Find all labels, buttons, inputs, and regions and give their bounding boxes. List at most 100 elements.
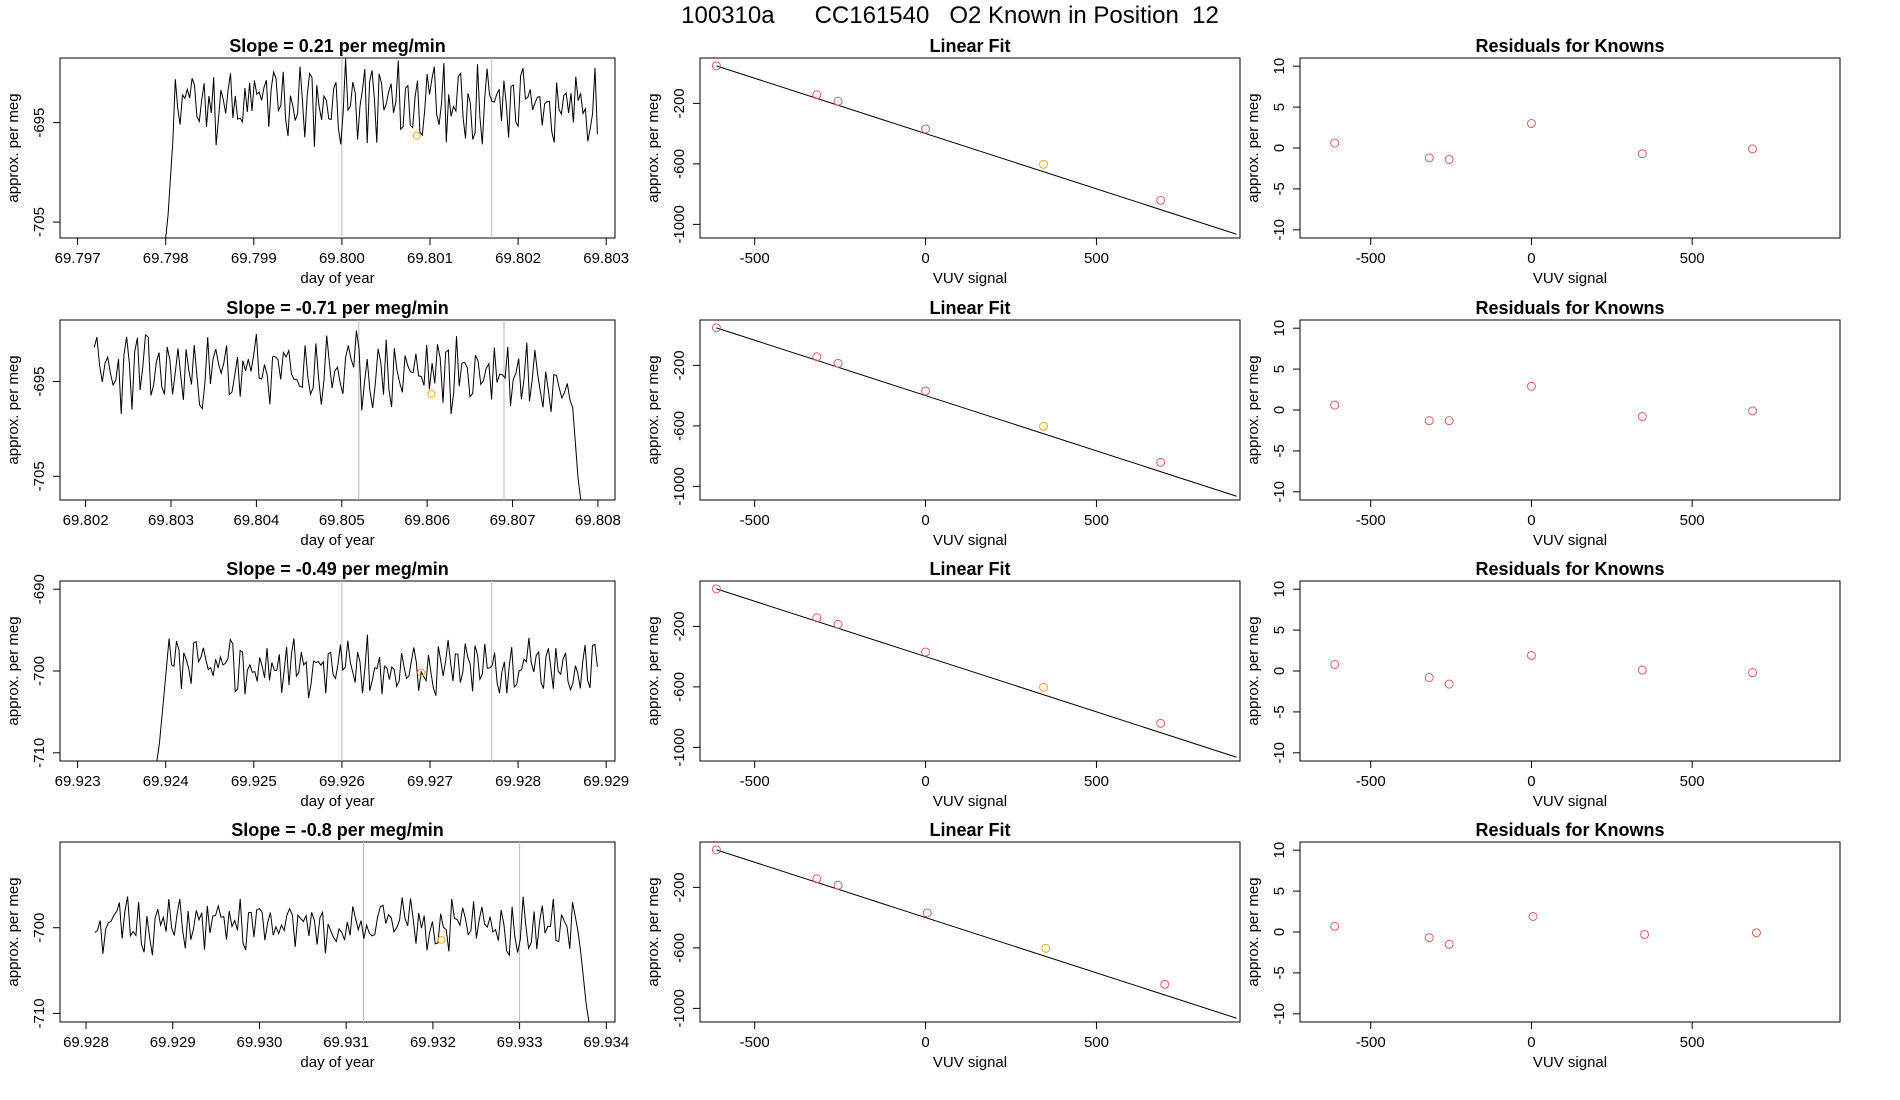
x-tick-label: 69.926 [319, 773, 365, 790]
y-tick-label: 10 [1271, 58, 1288, 75]
data-point [1526, 650, 1536, 660]
y-tick-label: 10 [1271, 581, 1288, 598]
data-point [812, 613, 822, 623]
x-tick-label: 500 [1084, 773, 1109, 790]
plot-frame [1299, 319, 1841, 501]
x-tick-label: 0 [921, 773, 929, 790]
data-point [833, 96, 843, 106]
plot-frame [699, 841, 1241, 1023]
x-tick-label: -500 [740, 512, 770, 529]
x-tick-label: 69.797 [55, 250, 101, 267]
y-tick-label: -1000 [671, 205, 688, 243]
data-point [1424, 933, 1434, 943]
plot-frame [59, 841, 616, 1023]
y-tick-label: -600 [671, 411, 688, 441]
x-tick-label: 500 [1680, 1034, 1705, 1051]
series-line [60, 58, 598, 239]
data-point [1444, 939, 1454, 949]
y-axis-label: approx. per meg [645, 616, 662, 725]
x-tick-label: -500 [1356, 1034, 1386, 1051]
x-tick-label: 69.924 [143, 773, 189, 790]
x-tick-label: 500 [1680, 512, 1705, 529]
y-tick-label: 5 [1271, 365, 1288, 373]
data-point [1424, 153, 1434, 163]
y-tick-label: 10 [1271, 320, 1288, 337]
plot-title: Slope = 0.21 per meg/min [229, 36, 446, 56]
data-point [1330, 921, 1340, 931]
plot-title: Slope = -0.8 per meg/min [231, 820, 444, 840]
plot-frame [59, 57, 616, 239]
data-point [922, 908, 932, 918]
x-axis-label: VUV signal [933, 270, 1007, 287]
data-point [1156, 195, 1166, 205]
y-tick-label: -200 [671, 350, 688, 380]
y-axis-label: approx. per meg [1245, 616, 1262, 725]
series-line [94, 896, 590, 1023]
data-point [833, 358, 843, 368]
plot-title: Slope = -0.49 per meg/min [226, 559, 449, 579]
x-axis-label: VUV signal [1533, 532, 1607, 549]
x-tick-label: 500 [1084, 1034, 1109, 1051]
plot-title: Residuals for Knowns [1475, 36, 1664, 56]
plot-title: Residuals for Knowns [1475, 559, 1664, 579]
x-tick-label: 69.933 [497, 1034, 543, 1051]
data-point [1526, 381, 1536, 391]
data-point [1637, 149, 1647, 159]
x-axis-label: VUV signal [933, 793, 1007, 810]
x-tick-label: 0 [921, 250, 929, 267]
y-tick-label: 5 [1271, 103, 1288, 111]
highlight-point [1038, 159, 1048, 169]
y-tick-label: -1000 [671, 467, 688, 505]
y-tick-label: -600 [671, 672, 688, 702]
data-point [1748, 406, 1758, 416]
y-tick-label: 0 [1271, 928, 1288, 936]
data-point [711, 584, 721, 594]
plot-title: Residuals for Knowns [1475, 820, 1664, 840]
y-tick-label: -5 [1271, 966, 1288, 979]
data-point [1748, 668, 1758, 678]
x-tick-label: 69.798 [143, 250, 189, 267]
data-point [1444, 154, 1454, 164]
plot-frame [59, 319, 616, 501]
x-tick-label: 69.806 [404, 512, 450, 529]
data-point [1751, 928, 1761, 938]
data-point [921, 124, 931, 134]
plot-title: Slope = -0.71 per meg/min [226, 298, 449, 318]
y-tick-label: -600 [671, 933, 688, 963]
y-axis-label: approx. per meg [1245, 355, 1262, 464]
page-title: 100310a CC161540 O2 Known in Position 12 [681, 2, 1219, 29]
x-axis-label: day of year [300, 532, 374, 549]
x-tick-label: 0 [921, 512, 929, 529]
y-tick-label: -710 [31, 998, 48, 1028]
y-tick-label: 0 [1271, 667, 1288, 675]
data-point [1330, 138, 1340, 148]
highlight-point [1041, 943, 1051, 953]
y-axis-label: approx. per meg [645, 877, 662, 986]
x-tick-label: 69.807 [490, 512, 536, 529]
data-point [1424, 416, 1434, 426]
y-tick-label: -700 [31, 656, 48, 686]
x-tick-label: 69.802 [63, 512, 109, 529]
y-tick-label: -700 [31, 913, 48, 943]
y-tick-label: -5 [1271, 444, 1288, 457]
x-tick-label: 69.923 [55, 773, 101, 790]
x-axis-label: day of year [300, 270, 374, 287]
fit-line [716, 327, 1237, 497]
x-tick-label: -500 [740, 250, 770, 267]
x-tick-label: 69.925 [231, 773, 277, 790]
y-tick-label: -690 [31, 574, 48, 604]
y-axis-label: approx. per meg [5, 877, 22, 986]
x-tick-label: 69.928 [63, 1034, 109, 1051]
y-axis-label: approx. per meg [645, 355, 662, 464]
y-tick-label: -1000 [671, 989, 688, 1027]
plot-title: Linear Fit [929, 559, 1010, 579]
y-axis-label: approx. per meg [5, 355, 22, 464]
y-tick-label: -10 [1271, 1003, 1288, 1025]
x-tick-label: 500 [1680, 773, 1705, 790]
y-tick-label: -200 [671, 88, 688, 118]
data-point [833, 880, 843, 890]
data-point [1528, 911, 1538, 921]
y-tick-label: -710 [31, 738, 48, 768]
